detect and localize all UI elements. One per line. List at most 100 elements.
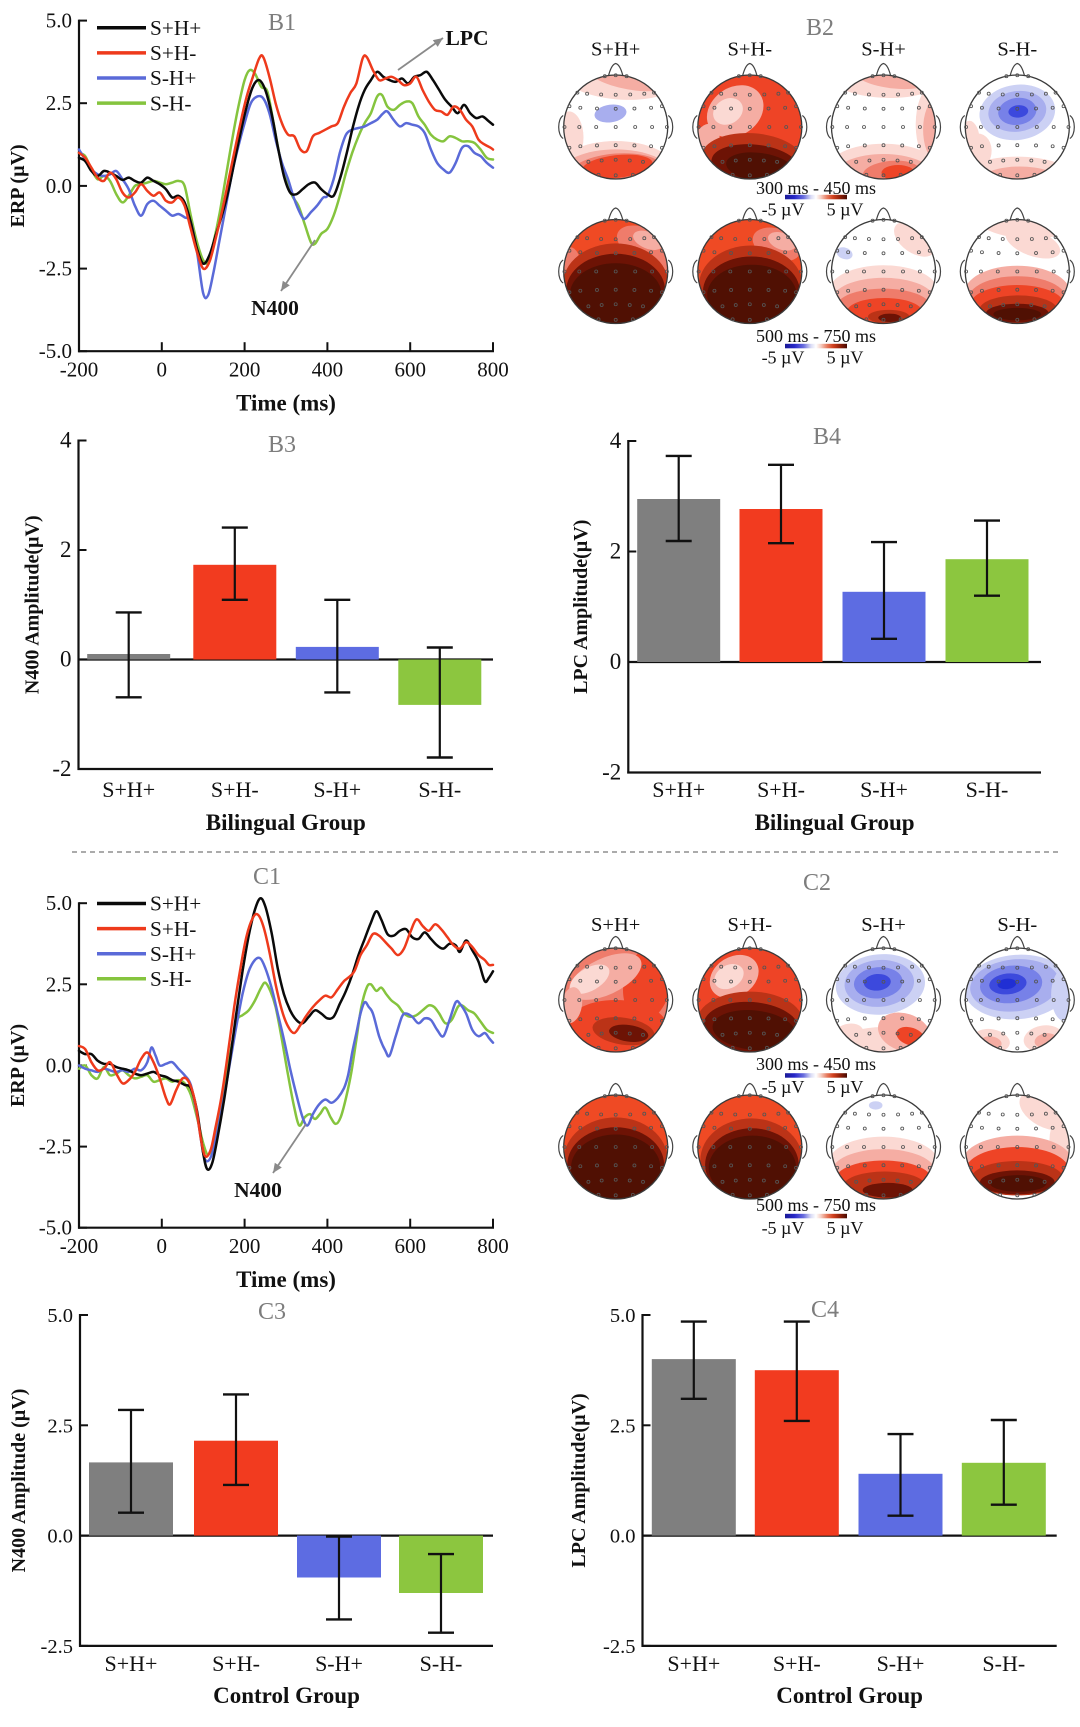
svg-text:S-H+: S-H+ [860, 777, 908, 802]
svg-text:S-H+: S-H+ [313, 777, 361, 802]
svg-text:300 ms - 450 ms: 300 ms - 450 ms [756, 178, 876, 198]
svg-text:0: 0 [610, 649, 622, 674]
svg-text:-5 µV: -5 µV [762, 1077, 805, 1097]
svg-text:-2: -2 [602, 760, 621, 785]
svg-text:500 ms - 750 ms: 500 ms - 750 ms [756, 326, 876, 346]
svg-text:S-H+: S-H+ [877, 1651, 925, 1676]
svg-text:S+H+: S+H+ [652, 777, 705, 802]
svg-text:-5.0: -5.0 [39, 1216, 72, 1240]
svg-text:S+H-: S+H- [773, 1651, 821, 1676]
svg-text:S-H+: S-H+ [150, 942, 196, 966]
svg-text:Time (ms): Time (ms) [236, 1267, 336, 1292]
svg-text:5.0: 5.0 [610, 1305, 636, 1327]
svg-text:600: 600 [394, 1234, 426, 1258]
svg-text:400: 400 [312, 358, 344, 382]
svg-text:S-H-: S-H- [420, 1651, 463, 1676]
svg-text:5.0: 5.0 [46, 891, 72, 915]
svg-text:500 ms - 750 ms: 500 ms - 750 ms [756, 1195, 876, 1215]
svg-text:S+H+: S+H+ [102, 777, 155, 802]
svg-text:S+H-: S+H- [211, 777, 259, 802]
svg-text:2: 2 [610, 539, 622, 564]
svg-text:Time (ms): Time (ms) [236, 391, 336, 416]
svg-text:S-H-: S-H- [966, 777, 1009, 802]
svg-text:S+H+: S+H+ [591, 914, 640, 936]
svg-text:S+H-: S+H- [728, 914, 773, 936]
svg-text:-5 µV: -5 µV [762, 200, 805, 220]
svg-text:5 µV: 5 µV [827, 348, 864, 368]
svg-text:Control Group: Control Group [213, 1683, 360, 1708]
svg-text:S-H+: S-H+ [861, 39, 906, 61]
svg-text:ERP (µV): ERP (µV) [7, 144, 29, 227]
svg-text:S-H-: S-H- [150, 91, 191, 115]
svg-text:-2: -2 [52, 756, 71, 781]
svg-text:S+H-: S+H- [150, 41, 196, 65]
svg-text:Bilingual Group: Bilingual Group [755, 810, 915, 835]
svg-text:-200: -200 [60, 358, 99, 382]
svg-text:0.0: 0.0 [46, 1054, 72, 1078]
svg-text:200: 200 [229, 1234, 261, 1258]
svg-text:5 µV: 5 µV [827, 1218, 864, 1238]
svg-text:600: 600 [394, 358, 426, 382]
svg-text:C3: C3 [258, 1299, 286, 1325]
svg-text:S-H-: S-H- [997, 914, 1037, 936]
svg-text:B2: B2 [806, 15, 834, 41]
svg-text:LPC: LPC [446, 26, 489, 50]
svg-text:N400: N400 [234, 1178, 282, 1202]
svg-text:S+H-: S+H- [728, 39, 773, 61]
svg-text:5.0: 5.0 [46, 9, 72, 33]
svg-text:LPC Amplitude(µV): LPC Amplitude(µV) [568, 1393, 590, 1567]
svg-text:-2.5: -2.5 [39, 257, 72, 281]
svg-text:ERP (µV): ERP (µV) [7, 1024, 29, 1107]
svg-text:S-H+: S-H+ [861, 914, 906, 936]
svg-text:2.5: 2.5 [47, 1415, 73, 1437]
svg-text:-5 µV: -5 µV [762, 1218, 805, 1238]
svg-text:S-H-: S-H- [150, 967, 191, 991]
svg-text:2.5: 2.5 [46, 91, 72, 115]
svg-text:0: 0 [60, 647, 72, 672]
svg-text:-200: -200 [60, 1234, 99, 1258]
svg-text:2: 2 [60, 537, 72, 562]
svg-text:S-H-: S-H- [418, 777, 461, 802]
svg-text:S+H+: S+H+ [591, 39, 640, 61]
svg-text:S-H+: S-H+ [150, 66, 196, 90]
svg-text:S+H+: S+H+ [105, 1651, 158, 1676]
svg-text:N400: N400 [251, 296, 299, 320]
svg-text:300 ms - 450 ms: 300 ms - 450 ms [756, 1054, 876, 1074]
svg-text:S-H+: S-H+ [315, 1651, 363, 1676]
svg-text:200: 200 [229, 358, 261, 382]
svg-text:S-H-: S-H- [982, 1651, 1025, 1676]
svg-text:-2.5: -2.5 [41, 1636, 73, 1658]
svg-text:B1: B1 [268, 10, 296, 36]
svg-text:Bilingual Group: Bilingual Group [206, 810, 366, 835]
svg-text:S+H+: S+H+ [150, 16, 201, 40]
svg-text:S+H-: S+H- [212, 1651, 260, 1676]
svg-text:5.0: 5.0 [47, 1305, 73, 1327]
svg-text:-2.5: -2.5 [39, 1135, 72, 1159]
svg-text:4: 4 [60, 428, 72, 453]
svg-text:-2.5: -2.5 [603, 1636, 635, 1658]
svg-text:0.0: 0.0 [610, 1526, 636, 1548]
svg-text:S+H+: S+H+ [667, 1651, 720, 1676]
svg-text:4: 4 [610, 428, 622, 453]
svg-text:-5 µV: -5 µV [762, 348, 805, 368]
svg-text:C4: C4 [811, 1297, 839, 1323]
svg-text:S+H+: S+H+ [150, 892, 201, 916]
svg-text:S-H-: S-H- [997, 39, 1037, 61]
svg-text:0.0: 0.0 [46, 174, 72, 198]
svg-text:5 µV: 5 µV [827, 1077, 864, 1097]
svg-text:0.0: 0.0 [47, 1526, 73, 1548]
svg-text:B4: B4 [813, 424, 841, 450]
svg-text:400: 400 [312, 1234, 344, 1258]
svg-text:2.5: 2.5 [46, 972, 72, 996]
svg-text:S+H-: S+H- [757, 777, 805, 802]
svg-text:N400 Amplitude(µV): N400 Amplitude(µV) [22, 515, 44, 694]
svg-text:B3: B3 [268, 432, 296, 458]
svg-text:C1: C1 [253, 864, 281, 890]
svg-text:Control Group: Control Group [776, 1683, 923, 1708]
svg-text:C2: C2 [803, 870, 831, 896]
svg-text:0: 0 [157, 1234, 168, 1258]
svg-text:800: 800 [477, 1234, 509, 1258]
svg-text:N400 Amplitude (µV): N400 Amplitude (µV) [8, 1389, 30, 1573]
svg-text:5 µV: 5 µV [827, 200, 864, 220]
svg-text:-5.0: -5.0 [39, 339, 72, 363]
